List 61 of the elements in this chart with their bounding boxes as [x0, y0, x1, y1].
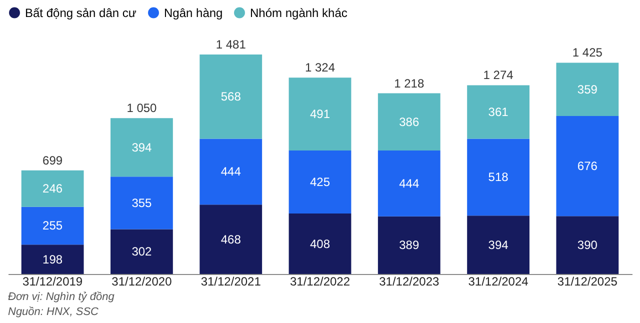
x-tick-label: 31/12/2020: [112, 274, 172, 288]
legend-label: Ngân hàng: [164, 6, 223, 20]
total-label: 1 050: [126, 101, 158, 116]
total-label: 1 481: [216, 38, 246, 52]
x-tick-label: 31/12/2025: [557, 274, 618, 288]
data-label: 408: [310, 236, 330, 251]
bar: [110, 229, 173, 274]
bar: [110, 118, 173, 177]
bar: [467, 216, 530, 274]
bar: [467, 85, 530, 139]
data-label: 518: [488, 170, 509, 184]
total-label: 1 218: [394, 76, 424, 90]
x-tick-label: 31/12/2021: [200, 274, 262, 288]
bar: [556, 62, 619, 116]
bar: [21, 206, 84, 245]
data-label: 491: [310, 107, 330, 122]
data-label: 361: [488, 105, 509, 120]
bar: [556, 116, 619, 216]
data-label: 394: [488, 238, 509, 252]
text: Nguồn: HNX, SSC: [8, 306, 99, 318]
x-tick-label: 31/12/2022: [290, 274, 350, 288]
data-label: 568: [220, 90, 242, 104]
total-label: 1 274: [483, 68, 514, 82]
bar: [467, 138, 530, 216]
bar: [200, 54, 262, 139]
total-label: 1 425: [572, 46, 603, 60]
data-label: 198: [42, 252, 63, 266]
bar: [556, 216, 619, 274]
data-label: 302: [132, 244, 152, 259]
data-label: 468: [220, 232, 242, 246]
data-label: 444: [220, 164, 242, 179]
x-tick-label: 31/12/2024: [468, 274, 529, 288]
data-label: 444: [399, 176, 420, 190]
bar: [288, 78, 352, 150]
data-label: 394: [132, 140, 152, 154]
data-label: 676: [577, 159, 598, 174]
legend-label: Bất động sản dân cư: [25, 6, 136, 20]
bar: [200, 204, 262, 274]
bar: [200, 138, 262, 205]
data-label: 425: [310, 174, 330, 189]
data-label: 355: [132, 196, 152, 210]
x-tick-label: 31/12/2023: [379, 274, 440, 288]
text: Đơn vị: Nghìn tỷ đồng: [8, 291, 116, 303]
bar: [378, 93, 440, 150]
data-label: 386: [399, 114, 420, 129]
bar: [110, 176, 173, 230]
bar: [21, 170, 84, 207]
bar: [378, 216, 440, 274]
data-label: 255: [42, 218, 63, 233]
data-label: 246: [42, 182, 63, 196]
total-label: 1 324: [304, 60, 336, 75]
x-tick-label: 31/12/2019: [22, 274, 83, 288]
data-label: 359: [577, 82, 598, 96]
total-label: 699: [42, 153, 63, 168]
bar: [378, 150, 440, 216]
data-label: 390: [577, 238, 598, 252]
bar: [288, 214, 352, 274]
legend-label: Nhóm ngành khác: [250, 6, 348, 20]
bar: [288, 150, 352, 214]
data-label: 389: [399, 238, 420, 252]
bar: [21, 244, 84, 274]
